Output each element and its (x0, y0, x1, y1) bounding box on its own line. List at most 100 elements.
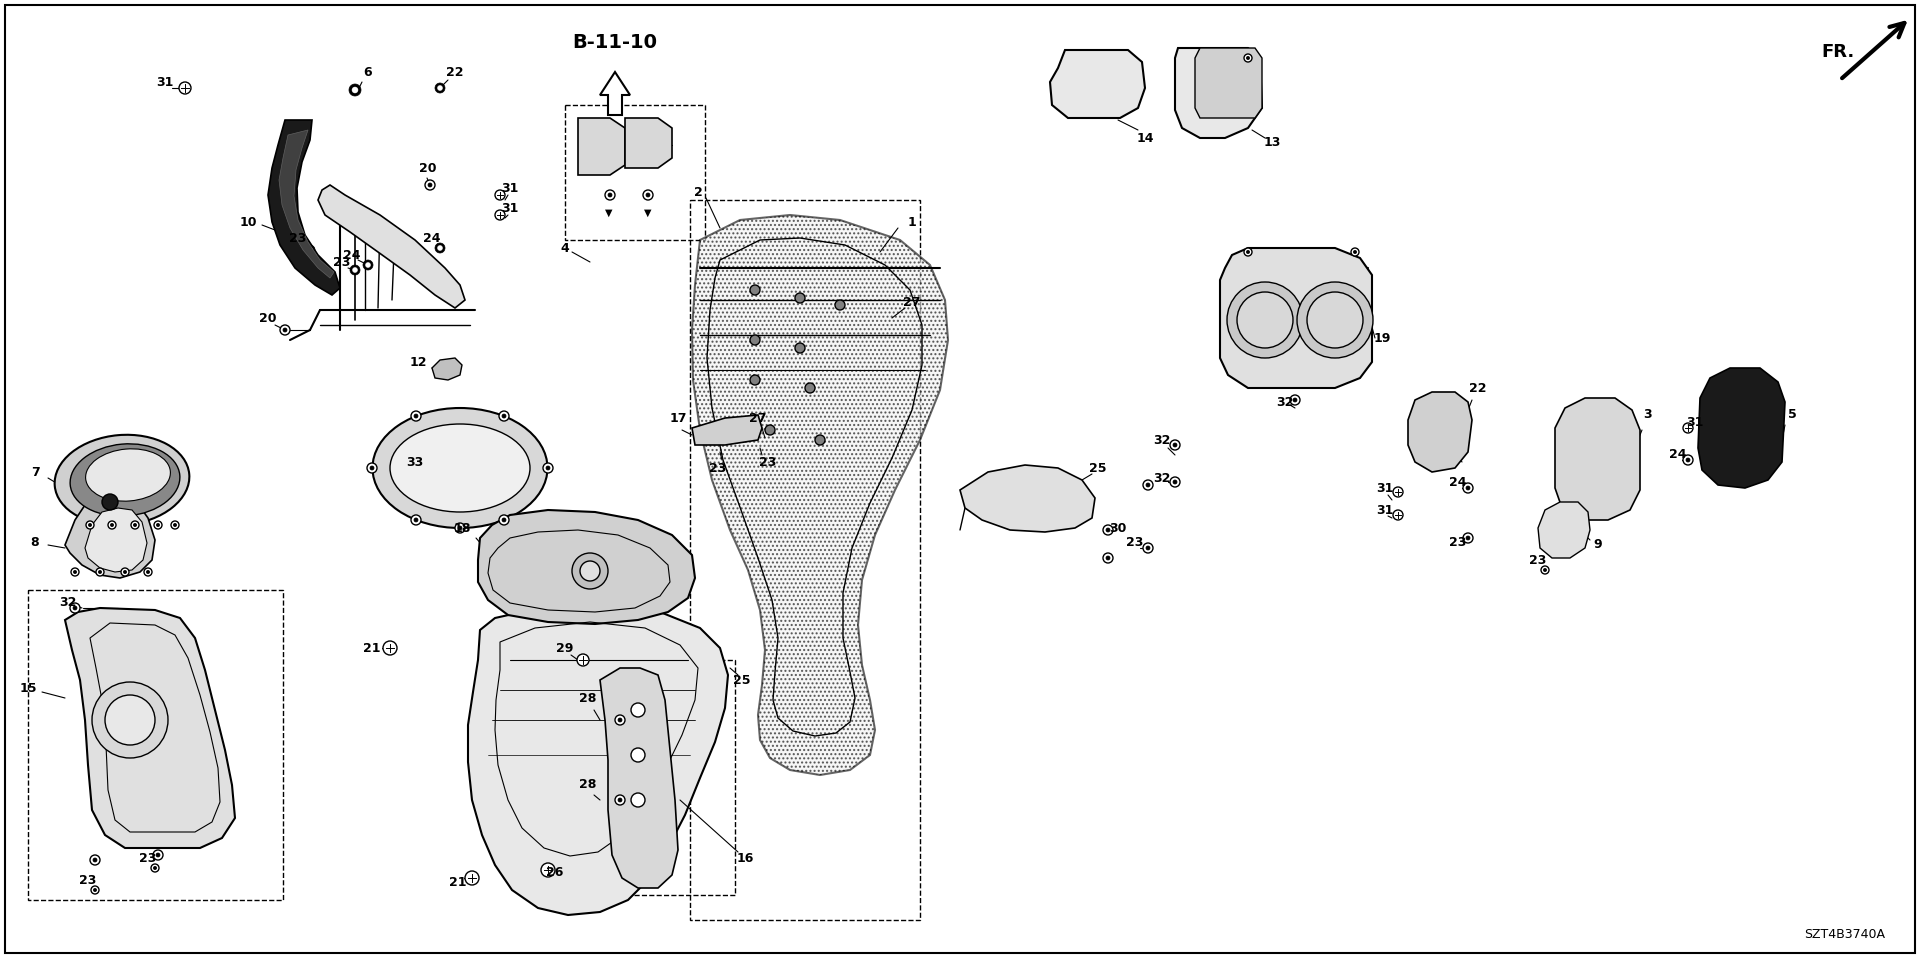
Circle shape (501, 414, 507, 418)
Polygon shape (599, 668, 678, 888)
Circle shape (106, 695, 156, 745)
Circle shape (643, 190, 653, 200)
Text: 22: 22 (1469, 381, 1486, 395)
Circle shape (1173, 480, 1177, 484)
Circle shape (1354, 250, 1357, 254)
Text: 31: 31 (156, 76, 173, 88)
Circle shape (88, 523, 92, 527)
Text: 23: 23 (1127, 536, 1144, 549)
Bar (689, 200, 920, 920)
Circle shape (632, 793, 645, 807)
Text: 4: 4 (561, 241, 570, 255)
Circle shape (1686, 458, 1690, 462)
Circle shape (353, 267, 357, 272)
Circle shape (1684, 455, 1693, 465)
Circle shape (580, 561, 599, 581)
Text: 23: 23 (290, 232, 307, 244)
Text: 28: 28 (580, 779, 597, 791)
Circle shape (154, 521, 161, 529)
Circle shape (795, 343, 804, 353)
Circle shape (94, 888, 96, 892)
Circle shape (501, 518, 507, 522)
Circle shape (156, 853, 159, 857)
Circle shape (173, 523, 177, 527)
Text: 2: 2 (693, 186, 703, 198)
Text: 19: 19 (1373, 331, 1390, 345)
Circle shape (282, 328, 286, 332)
Ellipse shape (372, 408, 547, 528)
Circle shape (415, 414, 419, 418)
Text: 13: 13 (1263, 135, 1281, 148)
Circle shape (572, 553, 609, 589)
Circle shape (605, 190, 614, 200)
Polygon shape (432, 358, 463, 380)
Circle shape (154, 866, 157, 870)
Circle shape (1106, 556, 1110, 560)
Text: 27: 27 (902, 295, 922, 308)
Polygon shape (269, 120, 340, 295)
Circle shape (455, 523, 465, 533)
Circle shape (90, 855, 100, 865)
Text: 31: 31 (501, 201, 518, 215)
Polygon shape (84, 508, 148, 572)
Circle shape (495, 190, 505, 200)
Circle shape (71, 568, 79, 576)
Circle shape (543, 463, 553, 473)
Circle shape (171, 521, 179, 529)
Circle shape (1463, 533, 1473, 543)
Text: 24: 24 (1450, 475, 1467, 489)
Text: ▼: ▼ (645, 208, 651, 218)
Polygon shape (1697, 368, 1786, 488)
Circle shape (86, 521, 94, 529)
Circle shape (1244, 248, 1252, 256)
Polygon shape (1175, 48, 1261, 138)
Circle shape (436, 243, 445, 253)
Text: 28: 28 (580, 692, 597, 704)
Circle shape (751, 335, 760, 345)
Circle shape (436, 83, 445, 93)
Circle shape (814, 435, 826, 445)
Circle shape (73, 606, 77, 610)
Bar (564, 105, 705, 240)
Circle shape (411, 411, 420, 421)
Circle shape (96, 568, 104, 576)
Circle shape (1467, 486, 1471, 490)
Circle shape (614, 715, 626, 725)
Text: 1: 1 (908, 216, 916, 229)
Circle shape (1102, 525, 1114, 535)
Circle shape (632, 703, 645, 717)
Text: 27: 27 (749, 412, 766, 424)
Circle shape (1173, 443, 1177, 447)
Text: 8: 8 (31, 536, 38, 549)
Circle shape (499, 411, 509, 421)
Ellipse shape (71, 444, 180, 516)
Polygon shape (1407, 392, 1473, 472)
Text: FR.: FR. (1822, 43, 1855, 61)
Circle shape (371, 466, 374, 470)
Circle shape (411, 515, 420, 525)
Polygon shape (1555, 398, 1640, 520)
Polygon shape (478, 510, 695, 624)
Circle shape (1394, 487, 1404, 497)
Circle shape (92, 682, 169, 758)
Circle shape (1142, 480, 1154, 490)
Polygon shape (65, 608, 234, 848)
Circle shape (1169, 477, 1181, 487)
Circle shape (349, 84, 361, 96)
Circle shape (415, 518, 419, 522)
Circle shape (152, 864, 159, 872)
Circle shape (795, 293, 804, 303)
Circle shape (1290, 395, 1300, 405)
Circle shape (123, 570, 127, 574)
Polygon shape (960, 465, 1094, 532)
Polygon shape (65, 498, 156, 578)
Circle shape (1542, 566, 1549, 574)
Circle shape (382, 641, 397, 655)
Polygon shape (578, 118, 626, 175)
Circle shape (179, 82, 190, 94)
Text: SZT4B3740A: SZT4B3740A (1805, 928, 1885, 942)
Circle shape (351, 87, 357, 93)
Circle shape (1298, 282, 1373, 358)
Circle shape (751, 375, 760, 385)
Circle shape (365, 262, 371, 267)
